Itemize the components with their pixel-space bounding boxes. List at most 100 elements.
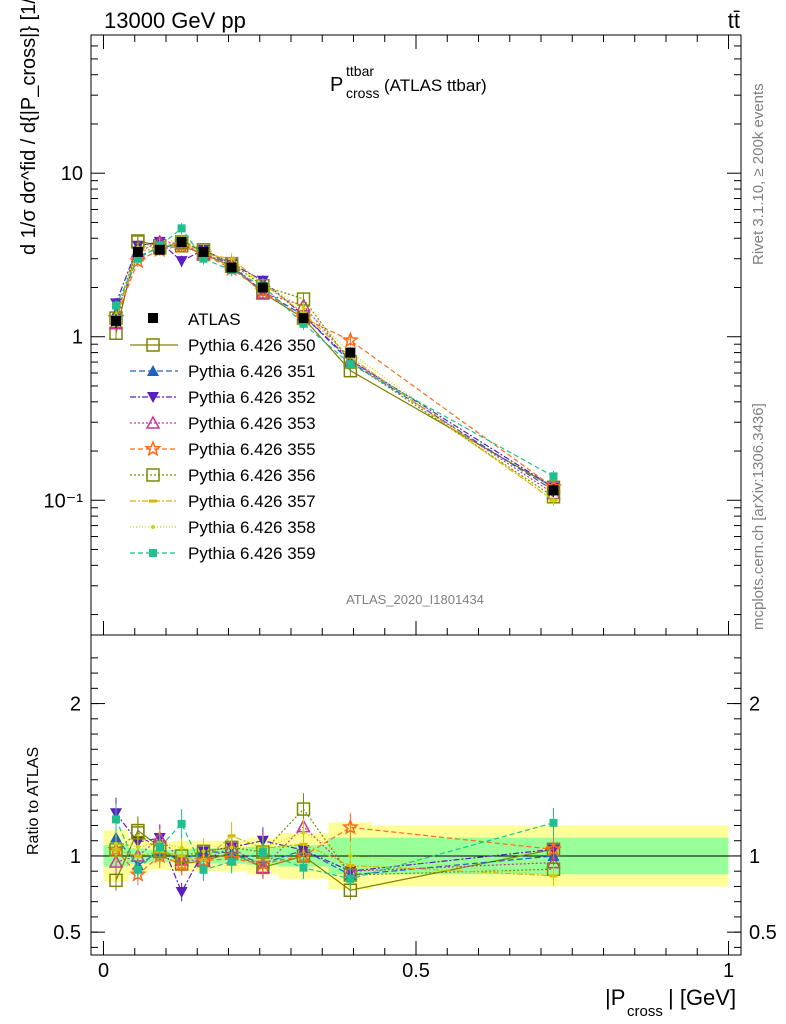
- series-point: [177, 224, 186, 233]
- series-point: [341, 331, 359, 348]
- ratio-line-2: [115, 812, 554, 894]
- legend-marker-data: [148, 313, 158, 323]
- legend-label-0: Pythia 6.426 350: [188, 336, 316, 355]
- rivet-version-label: Rivet 3.1.10, ≥ 200k events: [750, 83, 767, 265]
- ratio-y-tick-label-right: 2: [749, 694, 760, 716]
- ratio-point: [133, 865, 142, 874]
- ratio-point: [229, 845, 234, 850]
- chart-title: P: [330, 74, 343, 96]
- series-point: [549, 472, 558, 481]
- analysis-label: ATLAS_2020_I1801434: [346, 592, 484, 607]
- ratio-y-tick-label: 1: [70, 846, 81, 868]
- data-point: [226, 262, 237, 273]
- legend-label-data: ATLAS: [188, 310, 241, 329]
- data-point: [111, 315, 121, 326]
- legend-marker-3: [145, 415, 161, 429]
- series-line-8: [115, 227, 554, 477]
- data-point: [548, 485, 559, 496]
- ratio-line-5: [115, 808, 554, 876]
- ratio-point: [177, 819, 186, 828]
- legend-label-1: Pythia 6.426 351: [188, 362, 316, 381]
- ratio-point: [112, 815, 120, 824]
- ratio-line-7: [115, 831, 554, 877]
- series-line-1: [115, 243, 554, 491]
- ratio-point: [299, 863, 308, 872]
- data-point: [257, 282, 268, 293]
- ratio-point: [179, 845, 184, 850]
- legend-marker-8: [149, 549, 157, 557]
- legend-label-3: Pythia 6.426 353: [188, 414, 316, 433]
- legend-label-4: Pythia 6.426 355: [188, 440, 316, 459]
- series-point: [301, 305, 306, 310]
- series-line-5: [115, 241, 554, 498]
- legend-marker-4: [144, 439, 162, 457]
- ratio-point: [301, 830, 306, 835]
- series-point: [199, 254, 208, 263]
- legend-label-2: Pythia 6.426 352: [188, 388, 316, 407]
- ratio-point: [175, 887, 188, 899]
- x-axis-label-main: |P: [605, 985, 625, 1010]
- legend-label-7: Pythia 6.426 358: [188, 518, 316, 537]
- ratio-line-8: [115, 819, 554, 880]
- mcplots-label: mcplots.cern.ch [arXiv:1306.3436]: [750, 403, 767, 630]
- ratio-point: [341, 818, 360, 835]
- y-tick-label: 1: [72, 327, 83, 349]
- ratio-line-3: [115, 825, 554, 872]
- ratio-series-group: [107, 793, 563, 902]
- ratio-y-tick-label-right: 0.5: [749, 922, 777, 944]
- y-tick-label: 10⁻¹: [44, 490, 84, 512]
- series-point: [551, 498, 556, 503]
- series-point: [133, 254, 142, 263]
- data-point: [132, 246, 143, 257]
- legend-label-8: Pythia 6.426 359: [188, 544, 316, 563]
- main-series-group: [107, 222, 563, 507]
- ratio-point: [551, 873, 556, 878]
- series-point: [346, 360, 355, 369]
- series-point: [175, 256, 188, 268]
- legend-marker-7: [151, 525, 155, 529]
- series-line-7: [115, 237, 554, 501]
- data-point: [198, 246, 209, 257]
- legend-marker-1: [147, 365, 159, 376]
- ratio-point: [544, 840, 563, 857]
- ratio-point: [199, 865, 208, 874]
- legend-label-6: Pythia 6.426 357: [188, 492, 316, 511]
- chart-title-main: P: [330, 74, 343, 96]
- x-axis-label-sub: cross: [627, 1003, 663, 1020]
- legend-marker-6: [149, 499, 157, 503]
- ratio-point: [254, 854, 272, 871]
- x-tick-label: 0: [98, 960, 109, 982]
- chart-title-sub: cross: [346, 85, 379, 101]
- ratio-point: [109, 873, 123, 888]
- ratio-y-axis-label: Ratio to ATLAS: [25, 747, 42, 855]
- ratio-point: [135, 844, 140, 849]
- energy-label: 13000 GeV pp: [104, 8, 246, 33]
- ratio-point: [114, 841, 118, 846]
- x-axis-label: |P: [605, 985, 625, 1010]
- legend-marker-5: [146, 468, 160, 482]
- ratio-line-1: [115, 837, 554, 876]
- legend: ATLAS Pythia 6.426 350 Pythia 6.426 351 Pyt…: [130, 310, 316, 563]
- process-label: tt̄: [728, 8, 740, 33]
- y-axis-label: d 1/σ dσ^fid / d{|P_cross|} [1/GeV]: [18, 0, 40, 255]
- ratio-point: [108, 854, 124, 868]
- ratio-point: [155, 842, 164, 851]
- y-tick-label: 10: [61, 163, 83, 185]
- data-point: [345, 347, 356, 358]
- ratio-point: [201, 849, 206, 854]
- legend-label-5: Pythia 6.426 356: [188, 466, 316, 485]
- ratio-point: [258, 848, 267, 857]
- data-point: [298, 313, 309, 324]
- series-point: [299, 319, 308, 328]
- ratio-y-tick-label-right: 1: [749, 846, 760, 868]
- data-point: [154, 244, 165, 255]
- ratio-point: [296, 802, 311, 816]
- series-line-4: [115, 245, 554, 488]
- x-tick-label: 1: [723, 960, 734, 982]
- series-line-6: [115, 241, 554, 501]
- legend-marker-2: [147, 392, 159, 403]
- series-line-3: [115, 241, 554, 495]
- ratio-panel-frame: [90, 634, 742, 956]
- chart-title-suffix: (ATLAS ttbar): [384, 76, 487, 95]
